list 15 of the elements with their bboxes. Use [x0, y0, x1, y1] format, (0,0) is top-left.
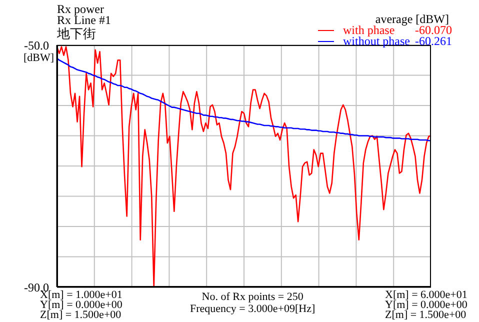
text: 地下街: [57, 26, 96, 41]
text: No. of Rx points = 250: [200, 291, 304, 303]
text: Y[m] = 0.000e+00: [385, 299, 468, 311]
legend-title: average [dBW]: [375, 12, 449, 26]
annotation: -60.261: [415, 34, 452, 48]
text: X[m] = 6.000e+01: [385, 289, 468, 301]
line-series: [56, 58, 432, 142]
y-tick-label: -50.0: [24, 38, 49, 52]
y-axis-title: [dBW]: [23, 52, 54, 64]
chart-title: Rx power: [57, 2, 104, 16]
legend-label: with phase: [343, 23, 395, 37]
text: Y[m] = 0.000e+00: [40, 299, 122, 311]
text: Z[m] = 1.500e+00: [385, 309, 468, 321]
text: Z[m] = 1.500e+00: [40, 309, 122, 321]
text: Frequency = 3.000e+09[Hz]: [190, 303, 316, 315]
